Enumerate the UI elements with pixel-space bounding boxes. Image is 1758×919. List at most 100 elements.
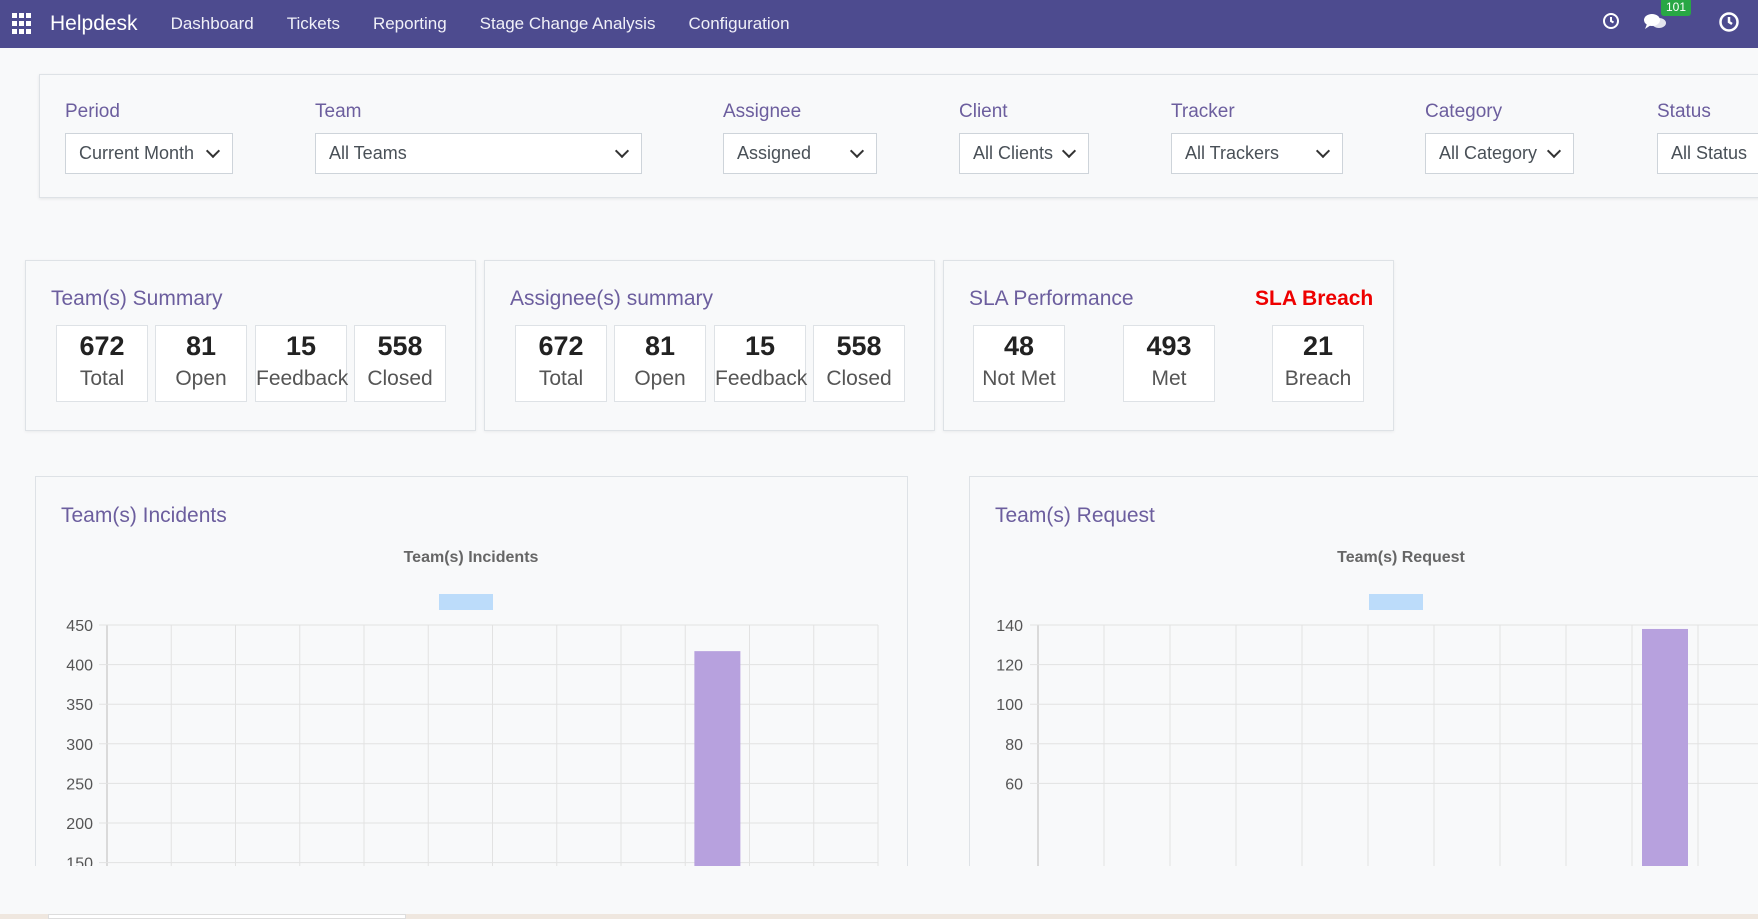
stat-label: Feedback xyxy=(715,367,808,390)
chart-title: Team(s) Incidents xyxy=(404,549,539,566)
stat-label: Not Met xyxy=(982,367,1056,390)
assignee-summary-title: Assignee(s) summary xyxy=(510,287,714,310)
y-tick-label: 250 xyxy=(66,776,93,793)
sla-met-stat[interactable]: 493 Met xyxy=(1123,325,1215,402)
y-tick-label: 150 xyxy=(66,856,93,866)
top-navbar: Helpdesk Dashboard Tickets Reporting Sta… xyxy=(0,0,1758,48)
assignee-open-stat[interactable]: 81 Open xyxy=(614,325,706,402)
chevron-down-icon xyxy=(1315,143,1331,158)
period-select[interactable]: Current Month xyxy=(65,133,233,174)
legend-swatch xyxy=(1369,594,1423,610)
stat-label: Closed xyxy=(826,367,892,390)
y-tick-label: 350 xyxy=(66,697,93,714)
stat-label: Total xyxy=(538,367,584,390)
filter-client: Client All Clients xyxy=(959,101,1089,174)
team-open-stat[interactable]: 81 Open xyxy=(155,325,247,402)
filter-tracker: Tracker All Trackers xyxy=(1171,101,1343,174)
filter-status: Status All Status xyxy=(1657,101,1758,174)
stat-value: 15 xyxy=(285,331,317,361)
y-tick-label: 300 xyxy=(66,737,93,754)
status-select-value: All Status xyxy=(1671,143,1748,163)
client-select-value: All Clients xyxy=(973,143,1054,163)
filter-client-label: Client xyxy=(959,101,1008,122)
stat-label: Total xyxy=(79,367,125,390)
stat-value: 558 xyxy=(377,331,423,361)
stat-value: 15 xyxy=(744,331,776,361)
client-select[interactable]: All Clients xyxy=(959,133,1089,174)
filter-period: Period Current Month xyxy=(65,101,233,174)
messages-count-badge: 101 xyxy=(1661,0,1692,16)
stat-label: Met xyxy=(1151,367,1187,390)
filter-panel: Period Current Month Team All Teams Assi… xyxy=(39,74,1758,198)
y-tick-label: 100 xyxy=(996,697,1023,714)
sla-performance-title: SLA Performance xyxy=(969,287,1134,310)
period-select-value: Current Month xyxy=(79,143,195,163)
app-brand[interactable]: Helpdesk xyxy=(50,12,138,35)
stat-label: Feedback xyxy=(256,367,349,390)
stat-label: Breach xyxy=(1284,367,1352,390)
y-tick-label: 450 xyxy=(66,618,93,635)
team-total-stat[interactable]: 672 Total xyxy=(56,325,148,402)
filter-category: Category All Category xyxy=(1425,101,1574,174)
y-tick-label: 140 xyxy=(996,618,1023,635)
filter-tracker-label: Tracker xyxy=(1171,101,1235,122)
activity-clock-icon[interactable] xyxy=(1718,11,1740,38)
clock-icon[interactable] xyxy=(1602,12,1620,35)
stat-label: Open xyxy=(175,367,227,390)
team-request-panel-title: Team(s) Request xyxy=(995,504,1155,527)
filter-team: Team All Teams xyxy=(315,101,642,174)
chevron-down-icon xyxy=(1061,143,1077,158)
stat-value: 81 xyxy=(185,331,217,361)
stat-value: 21 xyxy=(1302,331,1334,361)
filter-assignee: Assignee Assigned xyxy=(723,101,877,174)
team-select[interactable]: All Teams xyxy=(315,133,642,174)
filter-team-label: Team xyxy=(315,101,362,122)
sla-breach-title: SLA Breach xyxy=(1255,287,1374,310)
nav-stage-change-analysis[interactable]: Stage Change Analysis xyxy=(479,14,656,33)
stat-value: 672 xyxy=(79,331,125,361)
stat-value: 81 xyxy=(644,331,676,361)
tracker-select[interactable]: All Trackers xyxy=(1171,133,1343,174)
filter-status-label: Status xyxy=(1657,101,1711,122)
filter-assignee-label: Assignee xyxy=(723,101,802,122)
nav-dashboard[interactable]: Dashboard xyxy=(170,14,254,33)
stat-value: 558 xyxy=(836,331,882,361)
chevron-down-icon xyxy=(614,143,630,158)
assignee-closed-stat[interactable]: 558 Closed xyxy=(813,325,905,402)
category-select[interactable]: All Category xyxy=(1425,133,1574,174)
apps-icon[interactable] xyxy=(12,13,34,35)
assignee-feedback-stat[interactable]: 15 Feedback xyxy=(714,325,808,402)
assignee-summary-card: Assignee(s) summary 672 Total 81 Open 15… xyxy=(484,260,935,431)
nav-tickets[interactable]: Tickets xyxy=(286,14,340,33)
chart-title: Team(s) Request xyxy=(1337,549,1465,566)
category-select-value: All Category xyxy=(1439,143,1538,163)
legend-swatch xyxy=(439,594,493,610)
stat-label: Closed xyxy=(367,367,433,390)
bottom-strip xyxy=(0,914,1758,919)
assignee-select[interactable]: Assigned xyxy=(723,133,877,174)
team-feedback-stat[interactable]: 15 Feedback xyxy=(255,325,349,402)
nav-reporting[interactable]: Reporting xyxy=(372,14,447,33)
sla-breach-stat[interactable]: 21 Breach xyxy=(1272,325,1364,402)
filter-period-label: Period xyxy=(65,101,120,122)
filter-category-label: Category xyxy=(1425,101,1503,122)
team-incidents-panel-title: Team(s) Incidents xyxy=(61,504,227,527)
stat-value: 48 xyxy=(1003,331,1035,361)
y-tick-label: 400 xyxy=(66,658,93,675)
stat-value: 493 xyxy=(1146,331,1192,361)
sla-performance-card: SLA Performance SLA Breach 48 Not Met 49… xyxy=(943,260,1394,431)
status-select[interactable]: All Status xyxy=(1657,133,1758,174)
chart-bar xyxy=(1642,628,1688,866)
bottom-tab xyxy=(48,914,406,919)
assignee-total-stat[interactable]: 672 Total xyxy=(515,325,607,402)
team-request-panel: Team(s) Request Team(s) Request 60 80 100 12… xyxy=(969,476,1758,866)
chat-icon[interactable]: 101 xyxy=(1643,0,1692,37)
chevron-down-icon xyxy=(205,143,221,158)
nav-configuration[interactable]: Configuration xyxy=(688,14,790,33)
assignee-select-value: Assigned xyxy=(737,143,812,163)
sla-not-met-stat[interactable]: 48 Not Met xyxy=(973,325,1065,402)
team-closed-stat[interactable]: 558 Closed xyxy=(354,325,446,402)
team-select-value: All Teams xyxy=(329,143,407,163)
stat-value: 672 xyxy=(538,331,584,361)
stat-label: Open xyxy=(634,367,686,390)
